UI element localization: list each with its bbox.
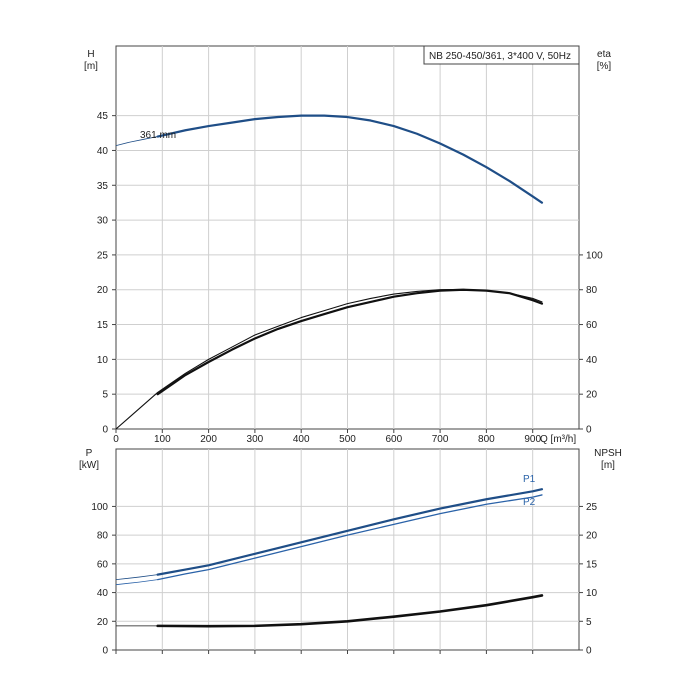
series-label-p1: P1: [523, 474, 536, 485]
bottom-series-1-line: [157, 494, 543, 581]
bottom-y-left-tick-label: 20: [97, 617, 109, 628]
chart-title-box: [423, 45, 580, 65]
chart-title: NB 250-450/361, 3*400 V, 50Hz: [429, 51, 571, 62]
top-x-tick-label: 900: [524, 434, 541, 445]
top-x-tick-label: 500: [339, 434, 356, 445]
top-x-tick-label: 400: [293, 434, 310, 445]
top-x-tick-label: 100: [154, 434, 171, 445]
top-y-right-tick-label: 20: [586, 390, 598, 401]
series-label-361mm: 361 mm: [140, 130, 176, 141]
top-series-0-extension-line: [115, 136, 158, 146]
power-npsh-panel: 0 20 40 60 80 100 0 5 10 15 20 25 P [kW] NPSH [m] P…: [79, 448, 622, 657]
top-x-tick-label: 800: [478, 434, 495, 445]
bottom-y-left-tick-label: 40: [97, 588, 109, 599]
bottom-series-1-extension-line: [115, 579, 158, 586]
y-left-unit-m: [m]: [84, 61, 98, 72]
bottom-y-right-tick-label: 5: [586, 617, 592, 628]
bottom-y-right-tick-label: 15: [586, 559, 598, 570]
y-right-label-npsh: NPSH: [594, 448, 622, 459]
top-y-left-tick-label: 30: [97, 216, 109, 227]
top-grid: [116, 46, 579, 429]
top-y-left-tick-label: 35: [97, 181, 109, 192]
head-efficiency-panel: 0 5 10 15 20 25 30 35 40 45 0 20 40 60 80 100 0 100 200 300…: [84, 45, 612, 445]
bottom-y-right-tick-label: 25: [586, 502, 598, 513]
top-series-0-line: [156, 114, 544, 204]
bottom-y-left-tick-label: 80: [97, 531, 109, 542]
top-y-left-tick-label: 15: [97, 320, 109, 331]
top-y-left-tick-label: 5: [102, 390, 108, 401]
series-label-p2: P2: [523, 497, 536, 508]
top-x-tick-label: 300: [247, 434, 264, 445]
bottom-series-0-line: [156, 488, 544, 576]
top-y-right-tick-label: 60: [586, 320, 598, 331]
top-y-left-tick-label: 40: [97, 146, 109, 157]
bottom-y-right-tick-label: 20: [586, 531, 598, 542]
y-left-label-p: P: [86, 448, 93, 459]
top-y-right-tick-label: 40: [586, 355, 598, 366]
top-y-left-tick-label: 20: [97, 285, 109, 296]
top-y-right-tick-label: 0: [586, 425, 592, 436]
bottom-y-left-tick-label: 60: [97, 559, 109, 570]
top-x-tick-label: 700: [432, 434, 449, 445]
bottom-y-left-tick-label: 100: [91, 502, 108, 513]
top-series-2-line: [156, 288, 544, 396]
y-right-unit-m: [m]: [601, 460, 615, 471]
top-y-right-tick-label: 80: [586, 285, 598, 296]
x-axis-label: Q [m³/h]: [540, 434, 576, 445]
y-right-label-eta: eta: [597, 49, 611, 60]
top-y-left-tick-label: 25: [97, 250, 109, 261]
bottom-y-left-tick-label: 0: [102, 646, 108, 657]
bottom-y-right-tick-label: 10: [586, 588, 598, 599]
top-x-tick-label: 600: [385, 434, 402, 445]
bottom-curves: [115, 488, 544, 628]
top-y-right-tick-label: 100: [586, 250, 603, 261]
y-left-unit-kw: [kW]: [79, 460, 99, 471]
top-x-tick-label: 0: [113, 434, 119, 445]
bottom-ticks: 0 20 40 60 80 100 0 5 10 15 20 25: [91, 502, 597, 657]
bottom-series-2-line: [156, 594, 544, 628]
top-y-left-tick-label: 10: [97, 355, 109, 366]
top-y-left-tick-label: 0: [102, 425, 108, 436]
y-right-unit-percent: [%]: [597, 61, 612, 72]
y-left-label-h: H: [87, 49, 94, 60]
top-y-left-tick-label: 45: [97, 111, 109, 122]
top-x-tick-label: 200: [200, 434, 217, 445]
bottom-y-right-tick-label: 0: [586, 646, 592, 657]
top-ticks: 0 5 10 15 20 25 30 35 40 45 0 20 40 60 80 100 0 100 200 300…: [97, 111, 603, 445]
bottom-series-0-extension-line: [115, 574, 158, 581]
top-curves: [115, 114, 544, 430]
